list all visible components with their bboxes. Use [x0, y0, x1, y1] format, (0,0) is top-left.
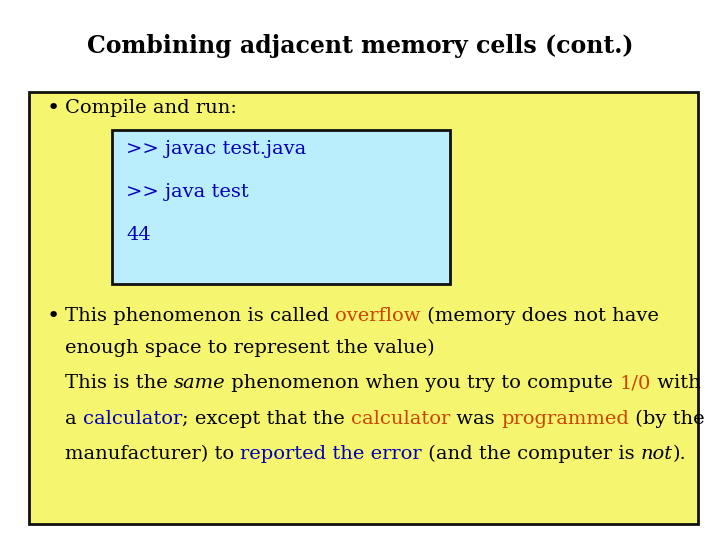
Text: was: was: [450, 409, 501, 428]
Text: 44: 44: [126, 226, 150, 244]
FancyBboxPatch shape: [29, 92, 698, 524]
Text: manufacturer) to: manufacturer) to: [65, 444, 240, 463]
Text: >> java test: >> java test: [126, 183, 248, 201]
Text: same: same: [174, 374, 225, 393]
Text: This is the: This is the: [65, 374, 174, 393]
Text: >> javac test.java: >> javac test.java: [126, 139, 306, 158]
Text: (memory does not have: (memory does not have: [420, 307, 659, 325]
Text: programmed: programmed: [501, 409, 629, 428]
Text: a: a: [65, 409, 83, 428]
Text: ).: ).: [672, 444, 687, 463]
Text: Combining adjacent memory cells (cont.): Combining adjacent memory cells (cont.): [86, 34, 634, 58]
Text: •: •: [47, 306, 60, 326]
Text: (by the: (by the: [629, 409, 705, 428]
Text: overflow: overflow: [336, 307, 420, 325]
Text: not: not: [641, 444, 672, 463]
Text: calculator: calculator: [83, 409, 182, 428]
Text: This phenomenon is called: This phenomenon is called: [65, 307, 336, 325]
Text: (and the computer is: (and the computer is: [422, 444, 641, 463]
Text: calculator: calculator: [351, 409, 450, 428]
Text: ; except that the: ; except that the: [182, 409, 351, 428]
Text: reported the error: reported the error: [240, 444, 422, 463]
Text: with: with: [651, 374, 701, 393]
Text: •: •: [47, 98, 60, 118]
Text: Compile and run:: Compile and run:: [65, 99, 237, 117]
Text: 1/0: 1/0: [619, 374, 651, 393]
FancyBboxPatch shape: [112, 130, 450, 284]
Text: enough space to represent the value): enough space to represent the value): [65, 339, 434, 357]
Text: phenomenon when you try to compute: phenomenon when you try to compute: [225, 374, 619, 393]
